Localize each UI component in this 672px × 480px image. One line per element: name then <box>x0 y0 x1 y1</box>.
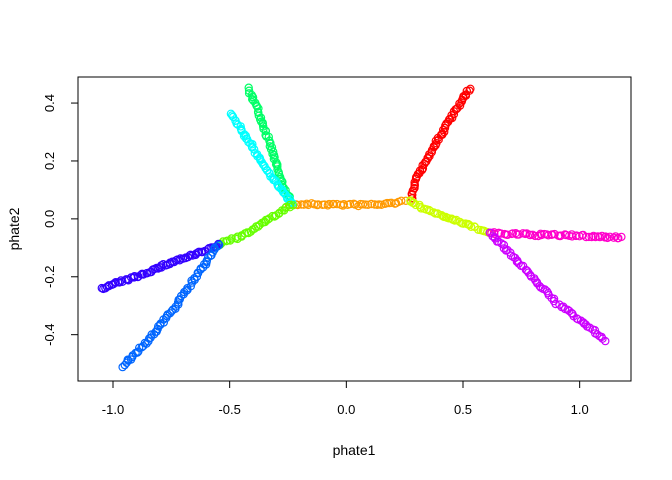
data-point <box>397 196 406 205</box>
data-point <box>313 200 323 209</box>
branch-5 <box>97 239 223 294</box>
data-point <box>601 232 610 241</box>
data-point <box>320 200 329 209</box>
data-points <box>97 83 626 372</box>
data-point <box>187 276 196 285</box>
data-point <box>231 234 240 243</box>
data-point <box>123 355 132 364</box>
data-point <box>273 162 282 171</box>
data-point <box>133 348 142 357</box>
data-point <box>550 229 559 239</box>
data-point <box>503 230 512 239</box>
data-point <box>437 210 446 220</box>
x-tick-label: 1.0 <box>571 402 589 417</box>
data-point <box>572 231 581 240</box>
x-tick-label: -1.0 <box>102 402 124 417</box>
x-axis: -1.0 -0.5 0.0 0.5 1.0 <box>102 380 589 417</box>
data-point <box>192 272 202 281</box>
data-point <box>605 232 615 241</box>
data-point <box>377 200 386 209</box>
data-point <box>361 200 370 209</box>
data-point <box>556 231 566 240</box>
data-point <box>324 199 334 209</box>
data-point <box>416 204 426 213</box>
branch-4 <box>214 200 298 250</box>
data-point <box>252 102 262 111</box>
y-tick-label: 0.0 <box>42 210 57 228</box>
data-point <box>593 330 602 339</box>
data-point <box>508 229 517 238</box>
data-point <box>590 326 600 335</box>
data-point <box>424 205 434 215</box>
data-point <box>425 150 434 159</box>
data-point <box>530 231 540 241</box>
y-tick-label: 0.2 <box>42 152 57 170</box>
x-tick-label: -0.5 <box>218 402 240 417</box>
branch-10 <box>485 228 610 346</box>
data-point <box>345 199 355 209</box>
data-point <box>521 265 531 275</box>
data-point <box>323 201 332 210</box>
data-point <box>159 318 168 327</box>
data-point <box>183 253 193 262</box>
data-point <box>587 232 596 242</box>
data-point <box>367 199 376 209</box>
data-point <box>233 232 242 241</box>
y-tick-label: -0.4 <box>42 323 57 345</box>
data-point <box>536 229 545 238</box>
branch-9 <box>487 228 626 243</box>
data-point <box>601 336 610 346</box>
y-axis-title: phate2 <box>6 207 22 250</box>
x-tick-label: 0.5 <box>454 402 472 417</box>
data-point <box>465 220 474 230</box>
x-axis-title: phate1 <box>333 442 376 458</box>
data-point <box>214 240 224 250</box>
x-tick-label: 0.0 <box>337 402 355 417</box>
data-point <box>536 283 545 292</box>
y-axis: -0.4 -0.2 0.0 0.2 0.4 <box>42 94 79 346</box>
data-point <box>506 248 515 257</box>
data-point <box>244 83 253 92</box>
branch-6 <box>118 240 224 372</box>
data-point <box>544 231 553 240</box>
data-point <box>109 279 118 289</box>
data-point <box>453 103 462 113</box>
data-point <box>186 282 195 291</box>
data-point <box>598 334 607 343</box>
data-point <box>339 199 349 209</box>
data-point <box>221 236 231 246</box>
y-tick-label: 0.4 <box>42 94 57 112</box>
data-point <box>244 86 254 95</box>
data-point <box>466 84 475 94</box>
data-point <box>617 232 626 242</box>
data-point <box>171 302 180 311</box>
data-point <box>555 300 564 309</box>
data-point <box>157 261 166 270</box>
data-point <box>429 208 438 217</box>
data-point <box>246 227 255 236</box>
data-point <box>542 287 552 296</box>
data-point <box>382 198 392 208</box>
data-point <box>514 230 524 239</box>
data-point <box>257 117 266 126</box>
data-point <box>271 211 281 220</box>
data-point <box>310 200 319 209</box>
data-point <box>466 222 476 231</box>
data-point <box>153 322 163 331</box>
branch-7 <box>406 84 475 206</box>
data-point <box>213 242 222 251</box>
data-point <box>409 198 419 208</box>
data-point <box>514 259 523 268</box>
y-tick-label: -0.2 <box>42 266 57 288</box>
data-point <box>285 194 294 203</box>
